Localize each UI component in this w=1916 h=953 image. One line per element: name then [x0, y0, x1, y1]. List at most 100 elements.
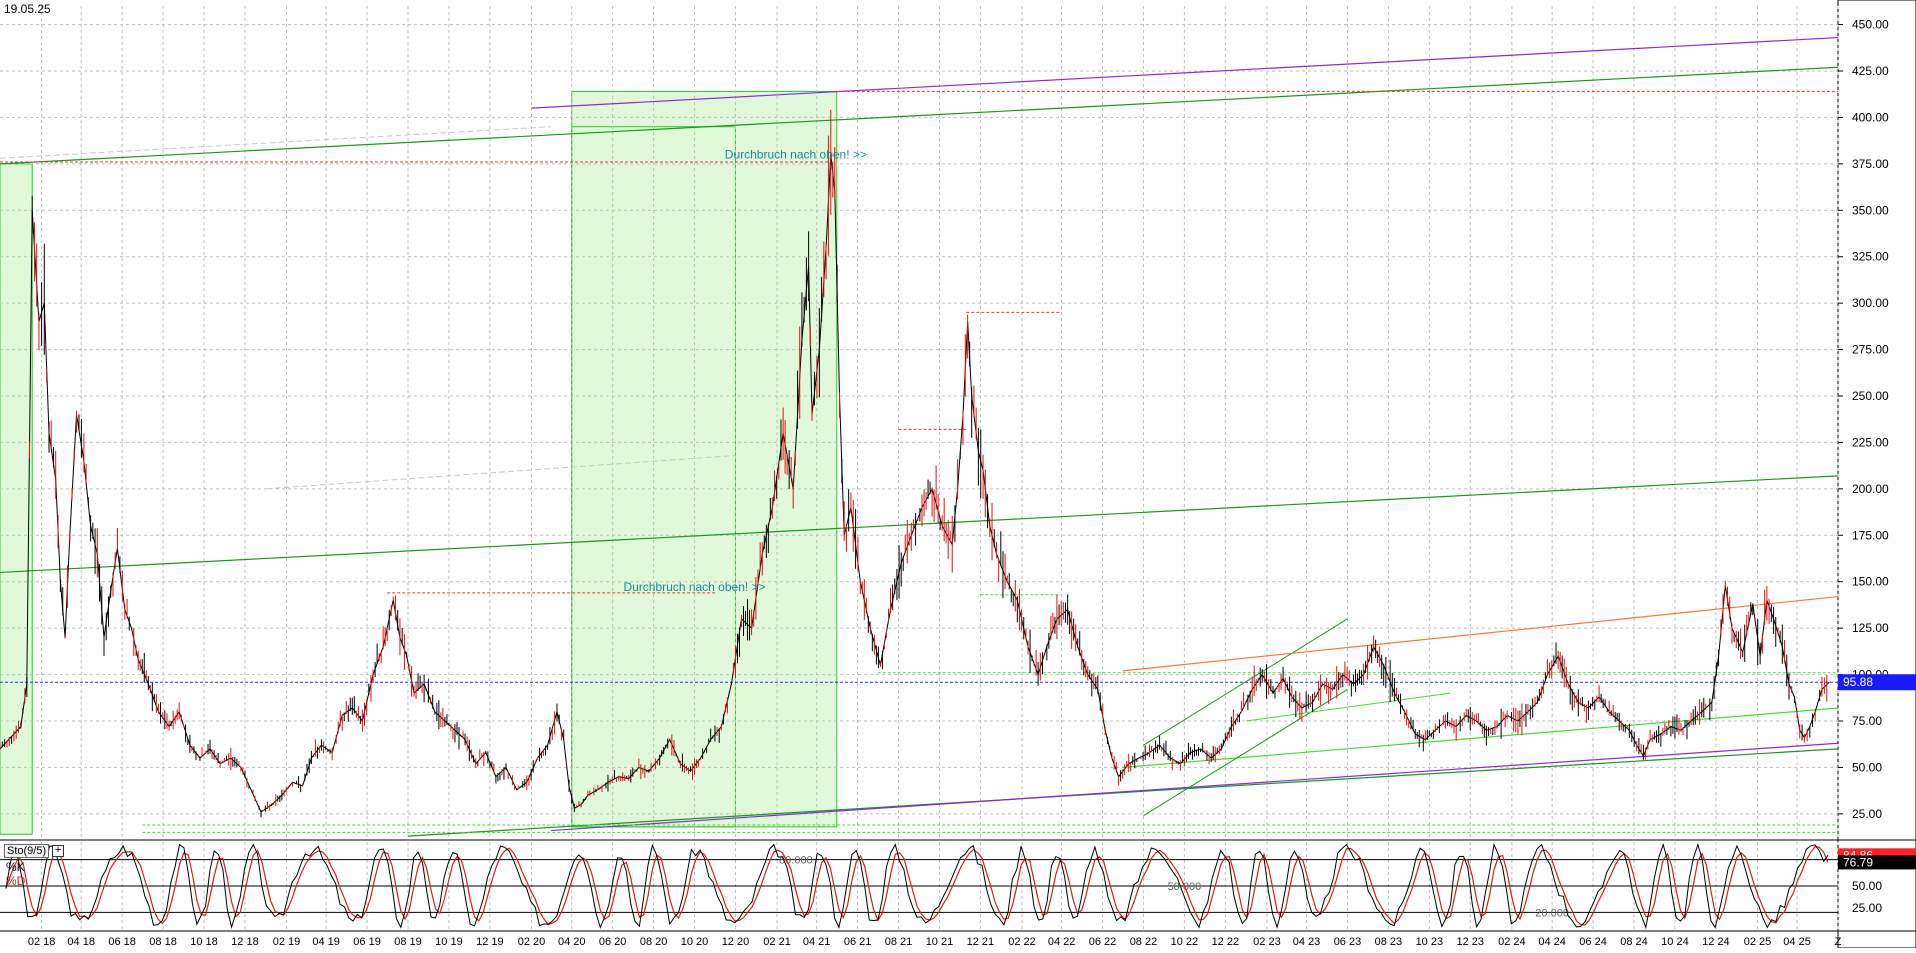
time-axis-label: 10 18	[190, 936, 218, 948]
price-axis-label: 375.00	[1852, 157, 1889, 171]
price-axis-label: 150.00	[1852, 575, 1889, 589]
legend-k-label: %K	[6, 860, 25, 874]
price-axis-label: 250.00	[1852, 389, 1889, 403]
time-axis-label: 10 21	[926, 936, 954, 948]
current-price-label: 95.88	[1843, 675, 1873, 689]
time-axis-label: 08 21	[885, 936, 913, 948]
time-axis-label: 02 21	[763, 936, 791, 948]
price-series	[0, 109, 1830, 818]
time-axis-label: 10 24	[1661, 936, 1689, 948]
sto-level-label: 80.000	[779, 855, 813, 867]
price-axis-label: 50.00	[1852, 760, 1882, 774]
time-axis-label: 04 25	[1783, 936, 1811, 948]
stochastic-d-line	[5, 846, 1829, 926]
time-axis-label: 02 23	[1253, 936, 1281, 948]
gray-dashed-line	[265, 454, 736, 490]
time-axis-label: 06 24	[1579, 936, 1607, 948]
time-axis-label: 08 24	[1620, 936, 1648, 948]
price-axis-label: 75.00	[1852, 714, 1882, 728]
stochastic-series	[5, 842, 1829, 930]
time-axis-label: 12 20	[722, 936, 750, 948]
time-axis-label: 08 18	[149, 936, 177, 948]
price-axis-label: 175.00	[1852, 528, 1889, 542]
time-axis-label: Z	[1835, 936, 1842, 948]
time-axis-label: 06 19	[353, 936, 381, 948]
price-axis-label: 200.00	[1852, 482, 1889, 496]
channel-mid	[1246, 692, 1451, 722]
time-axis-label: 06 20	[599, 936, 627, 948]
time-axis-label: 08 22	[1130, 936, 1158, 948]
time-axis-label: 02 25	[1744, 936, 1772, 948]
trendline-orange	[1122, 595, 1839, 672]
trendline-support-light	[1122, 707, 1839, 769]
trendline-lower-green	[407, 748, 1839, 837]
time-axis-label: 10 23	[1416, 936, 1444, 948]
time-axis-label: 06 21	[844, 936, 872, 948]
legend-d-label: %D	[6, 874, 26, 888]
price-axis-label: 275.00	[1852, 343, 1889, 357]
time-axis-label: 02 20	[518, 936, 546, 948]
time-axis-label: 12 22	[1212, 936, 1240, 948]
time-axis-label: 04 21	[803, 936, 831, 948]
highlight-box-2020-2021	[571, 90, 838, 828]
time-axis-label: 10 20	[681, 936, 709, 948]
time-axis-label: 04 22	[1048, 936, 1076, 948]
price-axis-label: 350.00	[1852, 203, 1889, 217]
time-axis-label: 12 19	[476, 936, 504, 948]
indicator-header: Sto(9/5) +	[4, 844, 65, 858]
time-axis-label: 12 21	[967, 936, 995, 948]
price-axis-label: 325.00	[1852, 250, 1889, 264]
time-axis-label: 12 24	[1702, 936, 1730, 948]
breakout-annotation: Durchbruch nach oben! >>	[725, 147, 867, 161]
chart-date-label: 19.05.25	[4, 2, 51, 16]
time-axis-label: 08 23	[1375, 936, 1403, 948]
d-value-label: 76.79	[1843, 855, 1873, 869]
price-axis: 25.0050.0075.00100.00125.00150.00175.002…	[1838, 18, 1889, 821]
stochastic-k-line	[5, 842, 1829, 930]
price-axis-label: 25.00	[1852, 807, 1882, 821]
price-axis-label: 125.00	[1852, 621, 1889, 635]
price-axis-label: 300.00	[1852, 296, 1889, 310]
time-axis-label: 04 20	[558, 936, 586, 948]
price-axis-label: 450.00	[1852, 18, 1889, 32]
time-axis-label: 04 24	[1538, 936, 1566, 948]
price-axis-panel	[1837, 0, 1916, 949]
sto-axis-label: 50.00	[1852, 879, 1882, 893]
time-axis-label: 06 18	[108, 936, 136, 948]
price-axis-label: 400.00	[1852, 110, 1889, 124]
trendline-mid-green	[0, 475, 1839, 574]
trendline-upper-purple	[531, 36, 1839, 109]
time-axis-label: 10 19	[435, 936, 463, 948]
breakout-annotation: Durchbruch nach oben! >>	[623, 580, 765, 594]
highlight-box-2018	[0, 163, 33, 835]
time-axis-label: 02 24	[1498, 936, 1526, 948]
time-axis-label: 06 23	[1334, 936, 1362, 948]
time-axis-label: 12 18	[231, 936, 259, 948]
time-axis: 02 18 04 18 06 18 08 18 10 18 12 18 02 19 04 19…	[28, 936, 1842, 948]
trendline-upper-green	[0, 66, 1839, 165]
time-axis-label: 06 22	[1089, 936, 1117, 948]
price-axis-label: 425.00	[1852, 64, 1889, 78]
time-axis-label: 02 19	[273, 936, 301, 948]
add-indicator-button[interactable]: +	[52, 845, 65, 857]
time-axis-label: 02 22	[1008, 936, 1036, 948]
sto-axis-label: 25.00	[1852, 901, 1882, 915]
time-axis-label: 04 18	[67, 936, 95, 948]
price-axis-label: 225.00	[1852, 435, 1889, 449]
time-axis-label: 04 23	[1293, 936, 1321, 948]
gray-dashed-line	[0, 126, 551, 159]
time-axis-label: 10 22	[1171, 936, 1199, 948]
time-axis-label: 12 23	[1457, 936, 1485, 948]
time-axis-label: 02 18	[28, 936, 56, 948]
time-axis-label: 04 19	[312, 936, 340, 948]
time-grid	[41, 6, 1839, 930]
time-axis-label: 08 19	[394, 936, 422, 948]
sto-level-label: 20.000	[1535, 907, 1569, 919]
channel-lower	[1143, 689, 1348, 817]
d-value-badge	[1838, 855, 1916, 870]
trendline-lower-purple	[550, 742, 1839, 832]
current-price-badge	[1838, 674, 1916, 691]
indicator-name[interactable]: Sto(9/5)	[4, 844, 50, 858]
